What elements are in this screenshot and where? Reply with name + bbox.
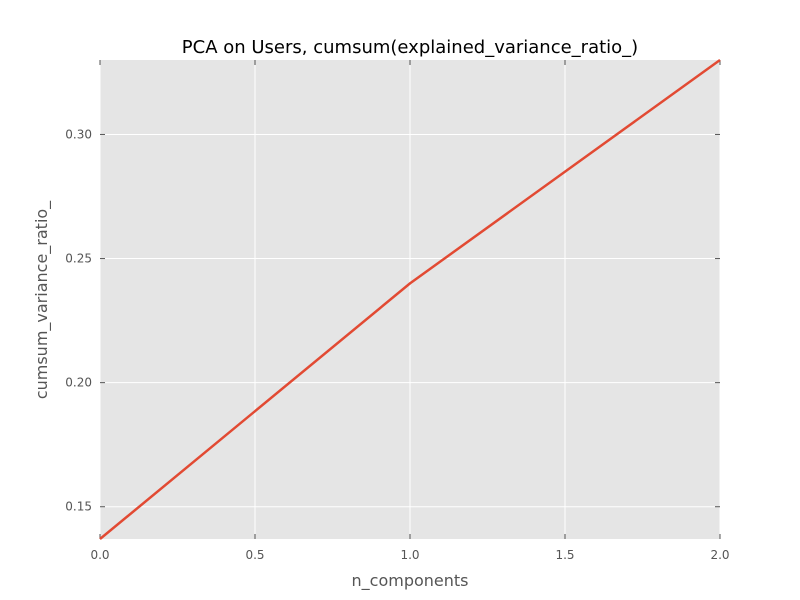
x-gridlines: [99, 60, 721, 539]
series-lines: [99, 58, 721, 540]
chart-title: PCA on Users, cumsum(explained_variance_…: [182, 37, 638, 58]
y-axis-label: cumsum_variance_ratio_: [32, 200, 52, 399]
x-tick-label: 2.0: [710, 548, 729, 562]
tick-marks: [99, 60, 721, 539]
y-tick-label: 0.15: [65, 500, 92, 514]
x-axis-label: n_components: [352, 571, 469, 591]
y-tick-label: 0.25: [65, 252, 92, 266]
y-tick-label: 0.30: [65, 127, 92, 141]
y-tick-label: 0.20: [65, 376, 92, 390]
x-tick-label: 0.5: [245, 548, 264, 562]
x-tick-label: 0.0: [90, 548, 109, 562]
series-line: [99, 58, 721, 540]
x-tick-label: 1.0: [400, 548, 419, 562]
x-tick-labels: 0.0 0.5 1.0 1.5 2.0: [90, 548, 729, 562]
y-tick-labels: 0.15 0.20 0.25 0.30: [65, 127, 92, 513]
x-tick-label: 1.5: [555, 548, 574, 562]
